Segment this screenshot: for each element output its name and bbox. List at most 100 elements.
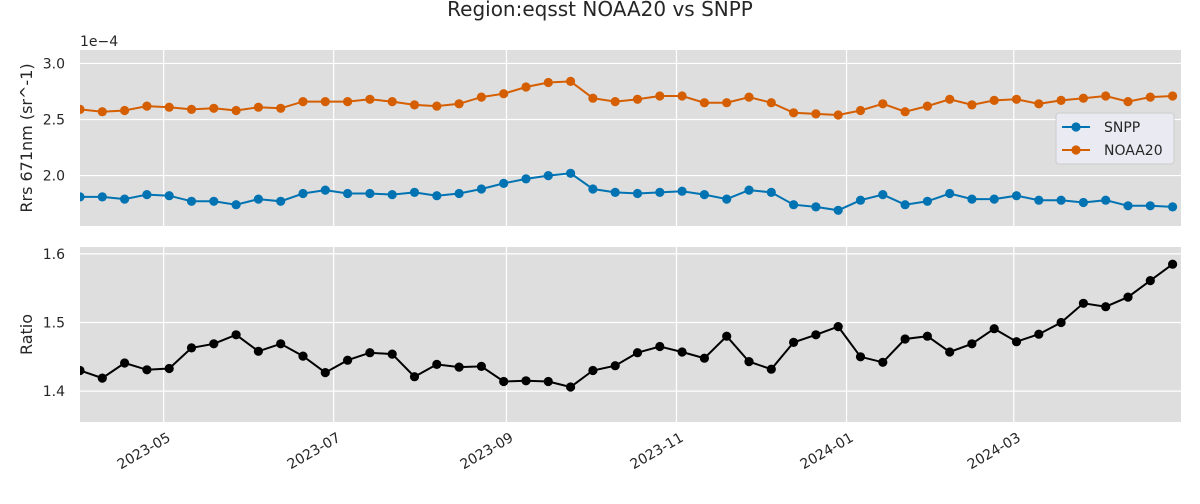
data-point [677,347,687,357]
data-point [186,196,197,206]
data-point [1034,195,1044,205]
data-point [231,330,241,340]
data-point [97,373,107,383]
data-point [1101,91,1111,101]
data-point [833,110,843,120]
data-point [253,346,263,356]
data-point [655,187,665,197]
data-point [454,99,464,109]
data-point [610,361,620,371]
data-point [789,200,799,210]
data-point [833,322,843,332]
data-point [566,382,576,392]
data-point [97,107,107,117]
data-point [789,108,799,118]
data-point [120,358,130,368]
data-point [1168,202,1178,212]
data-point [677,186,687,196]
data-point [655,91,665,101]
data-point [855,105,866,116]
data-point [1123,292,1133,302]
y-axis-label: Ratio [17,314,36,355]
data-point [209,196,219,206]
data-point [1168,91,1178,101]
data-point [766,98,776,108]
data-point [365,94,375,104]
data-point [387,190,397,200]
data-point [97,192,107,202]
data-point [142,365,152,375]
data-point [967,339,977,349]
data-point [1123,201,1133,211]
data-point [543,171,553,181]
y-tick-label: 2.5 [43,113,65,129]
data-point [677,91,687,101]
data-point [343,97,353,107]
data-point [1078,298,1088,308]
data-point [164,102,174,112]
data-point [209,103,219,113]
data-point [1011,94,1022,104]
data-point [945,347,955,357]
y-tick-label: 1.6 [43,247,65,263]
x-tick-label: 2023-11 [628,430,687,473]
y-axis-label: Rrs 671nm (sr^-1) [17,63,36,212]
data-point [878,99,888,109]
data-point [900,334,910,344]
data-point [432,101,442,111]
data-point [967,194,977,204]
data-point [1123,97,1133,107]
data-point [231,105,241,116]
plot-background [80,247,1181,422]
data-point [744,357,754,367]
data-point [80,104,85,114]
data-point [409,187,420,197]
y-tick-label: 2.0 [43,169,65,185]
data-point [409,100,420,110]
x-tick-label: 2023-09 [458,430,517,473]
data-point [1056,95,1066,105]
data-point [922,331,933,341]
data-point [766,364,776,374]
series-group [80,76,1178,215]
data-point [610,187,620,197]
data-point [1101,302,1111,312]
legend-label: NOAA20 [1104,143,1163,159]
data-point [1145,276,1155,286]
data-point [945,94,955,104]
data-point [1145,92,1155,102]
data-point [409,372,420,382]
data-point [80,365,85,376]
data-point [521,376,531,386]
legend-marker [1071,145,1081,155]
data-point [276,103,286,113]
data-point [699,190,710,200]
data-point [922,196,933,206]
data-point [588,365,598,376]
x-tick-label: 2024-01 [798,430,857,473]
data-point [320,97,330,107]
y-axis-offset-text: 1e−4 [80,34,118,50]
data-point [231,200,241,210]
data-point [387,349,397,359]
data-point [432,359,442,369]
data-point [878,190,888,200]
data-point [142,101,152,111]
data-point [387,97,397,107]
top-panel-rrs: 2.0 2.5 3.0 Rrs 671nm (sr^-1) 1e−4 SNPP NOAA20 [17,34,1181,226]
data-point [989,324,999,334]
legend-box [1055,112,1175,165]
series-group [80,259,1178,392]
data-point [855,195,866,205]
data-point [833,205,843,215]
data-point [343,188,353,199]
data-point [1056,317,1066,328]
data-point [722,194,732,204]
data-point [120,194,130,204]
data-point [276,196,286,206]
data-point [1011,191,1022,201]
x-tick-label: 2023-07 [285,430,344,473]
data-point [253,194,263,204]
data-point [499,376,509,387]
